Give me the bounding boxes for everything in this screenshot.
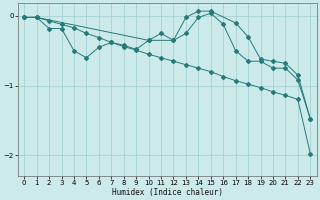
X-axis label: Humidex (Indice chaleur): Humidex (Indice chaleur) <box>112 188 223 197</box>
